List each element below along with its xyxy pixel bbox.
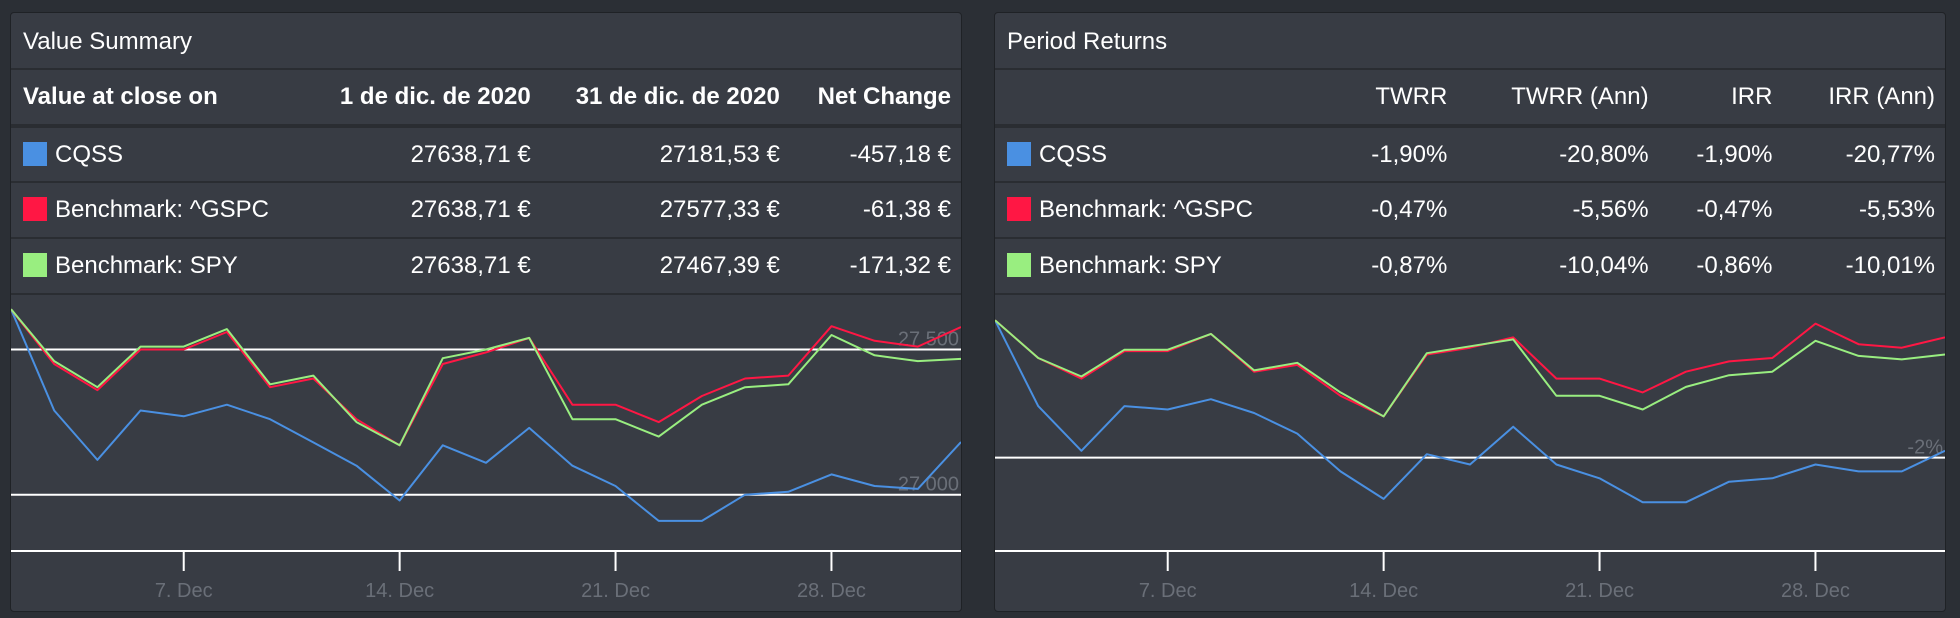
- returns-line-chart[interactable]: -2% 7. Dec 14. Dec 21. Dec 28. Dec: [995, 297, 1945, 612]
- x-tick-label: 28. Dec: [797, 580, 866, 602]
- series-line-benchmark-gspc[interactable]: [995, 319, 1945, 418]
- column-header-twrr[interactable]: TWRR: [1333, 70, 1458, 128]
- table-row[interactable]: Benchmark: SPY 27638,71 € 27467,39 € -17…: [11, 238, 961, 294]
- period-returns-panel: Period Returns TWRR TWRR (Ann) IRR IRR (…: [994, 12, 1946, 612]
- period-returns-table: TWRR TWRR (Ann) IRR IRR (Ann) CQSS -1,90…: [995, 70, 1945, 295]
- value-summary-table: Value at close on 1 de dic. de 2020 31 d…: [11, 70, 961, 295]
- series-name: Benchmark: SPY: [55, 252, 238, 279]
- series-line-cqss[interactable]: [995, 319, 1945, 504]
- x-tick-label: 28. Dec: [1781, 580, 1850, 602]
- irr-ann-cell: -10,01%: [1845, 252, 1935, 279]
- series-name-cell: Benchmark: ^GSPC: [11, 182, 306, 238]
- twrr-cell: -0,47%: [1371, 196, 1448, 223]
- column-header-irr[interactable]: IRR: [1658, 70, 1783, 128]
- x-tick-label: 7. Dec: [1139, 580, 1197, 602]
- series-name: CQSS: [1039, 140, 1108, 168]
- x-tick-label: 21. Dec: [581, 580, 650, 602]
- series-line-benchmark-spy[interactable]: [995, 319, 1945, 418]
- series-name: Benchmark: SPY: [1039, 252, 1222, 279]
- table-row[interactable]: Benchmark: SPY -0,87% -10,04% -0,86% -10…: [995, 238, 1945, 294]
- x-tick-label: 21. Dec: [1565, 580, 1634, 602]
- twrr-ann-cell: -20,80%: [1559, 140, 1649, 168]
- value-summary-panel: Value Summary Value at close on 1 de dic…: [10, 12, 962, 612]
- y-tick-label: -2%: [1907, 437, 1943, 459]
- net-change-cell: -171,32 €: [849, 252, 951, 279]
- value-chart-container: 27 500 27 000 7. Dec 14. Dec 21. Dec 28. Dec: [11, 297, 961, 612]
- series-name-cell: Benchmark: SPY: [995, 238, 1334, 294]
- table-row[interactable]: CQSS -1,90% -20,80% -1,90% -20,77%: [995, 126, 1945, 182]
- series-color-swatch: [1007, 253, 1031, 277]
- net-change-cell: -457,18 €: [849, 140, 951, 168]
- column-header-twrr-ann[interactable]: TWRR (Ann): [1457, 70, 1659, 128]
- x-tick-label: 7. Dec: [155, 580, 213, 602]
- table-header-row: Value at close on 1 de dic. de 2020 31 d…: [11, 70, 961, 128]
- start-value-cell: 27638,71 €: [410, 252, 531, 279]
- series-name-cell: CQSS: [995, 126, 1334, 182]
- table-row[interactable]: Benchmark: ^GSPC -0,47% -5,56% -0,47% -5…: [995, 182, 1945, 238]
- x-tick-label: 14. Dec: [365, 580, 434, 602]
- series-name-cell: Benchmark: SPY: [11, 238, 306, 294]
- series-color-swatch: [23, 197, 47, 221]
- end-value-cell: 27577,33 €: [659, 196, 780, 223]
- series-line-benchmark-spy[interactable]: [11, 308, 961, 447]
- column-header-value-at-close[interactable]: Value at close on: [11, 70, 307, 128]
- series-name: CQSS: [55, 140, 124, 168]
- irr-ann-cell: -20,77%: [1845, 140, 1935, 168]
- table-row[interactable]: Benchmark: ^GSPC 27638,71 € 27577,33 € -…: [11, 182, 961, 238]
- series-name-cell: Benchmark: ^GSPC: [995, 182, 1334, 238]
- period-returns-title: Period Returns: [995, 13, 1945, 70]
- series-name: Benchmark: ^GSPC: [1039, 196, 1253, 223]
- series-color-swatch: [1007, 197, 1031, 221]
- start-value-cell: 27638,71 €: [410, 140, 531, 168]
- column-header-start-date[interactable]: 1 de dic. de 2020: [306, 70, 541, 128]
- x-tick-label: 14. Dec: [1349, 580, 1418, 602]
- irr-ann-cell: -5,53%: [1858, 196, 1935, 223]
- series-color-swatch: [1007, 141, 1031, 166]
- start-value-cell: 27638,71 €: [410, 196, 531, 223]
- series-color-swatch: [23, 141, 47, 166]
- y-tick-label: 27 000: [898, 474, 959, 496]
- table-header-row: TWRR TWRR (Ann) IRR IRR (Ann): [995, 70, 1945, 128]
- twrr-ann-cell: -5,56%: [1572, 196, 1649, 223]
- series-line-benchmark-gspc[interactable]: [11, 308, 961, 447]
- twrr-cell: -1,90%: [1371, 140, 1448, 168]
- twrr-cell: -0,87%: [1371, 252, 1448, 279]
- returns-chart-container: -2% 7. Dec 14. Dec 21. Dec 28. Dec: [995, 297, 1945, 612]
- end-value-cell: 27181,53 €: [659, 140, 780, 168]
- column-header-net-change[interactable]: Net Change: [789, 70, 961, 128]
- column-header-irr-ann[interactable]: IRR (Ann): [1782, 70, 1945, 128]
- irr-cell: -1,90%: [1696, 140, 1773, 168]
- table-row[interactable]: CQSS 27638,71 € 27181,53 € -457,18 €: [11, 126, 961, 182]
- series-name-cell: CQSS: [11, 126, 306, 182]
- column-header-end-date[interactable]: 31 de dic. de 2020: [540, 70, 790, 128]
- end-value-cell: 27467,39 €: [659, 252, 780, 279]
- series-name: Benchmark: ^GSPC: [55, 196, 269, 223]
- value-summary-title: Value Summary: [11, 13, 961, 70]
- net-change-cell: -61,38 €: [862, 196, 951, 223]
- irr-cell: -0,47%: [1696, 196, 1773, 223]
- irr-cell: -0,86%: [1696, 252, 1773, 279]
- column-header-name: [995, 70, 1334, 128]
- twrr-ann-cell: -10,04%: [1559, 252, 1649, 279]
- series-line-cqss[interactable]: [11, 308, 961, 522]
- series-color-swatch: [23, 253, 47, 277]
